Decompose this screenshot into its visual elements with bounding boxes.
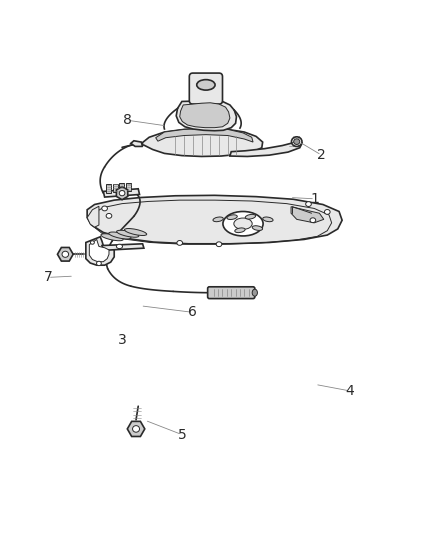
Ellipse shape — [252, 226, 263, 230]
Polygon shape — [155, 128, 253, 142]
Ellipse shape — [293, 139, 300, 144]
Bar — [127, 183, 131, 191]
Ellipse shape — [310, 218, 316, 223]
Ellipse shape — [235, 228, 245, 232]
Ellipse shape — [124, 229, 147, 236]
Polygon shape — [89, 239, 109, 262]
Ellipse shape — [101, 234, 123, 241]
Ellipse shape — [325, 209, 330, 214]
Ellipse shape — [223, 212, 263, 236]
Ellipse shape — [234, 218, 252, 229]
Ellipse shape — [117, 244, 123, 248]
Polygon shape — [141, 128, 263, 157]
Ellipse shape — [216, 242, 222, 247]
Text: 4: 4 — [346, 384, 354, 398]
Text: 7: 7 — [43, 270, 52, 285]
Polygon shape — [102, 244, 144, 251]
Text: 3: 3 — [118, 333, 127, 347]
Ellipse shape — [119, 190, 125, 196]
FancyBboxPatch shape — [189, 73, 223, 104]
Polygon shape — [87, 195, 342, 244]
Ellipse shape — [102, 206, 107, 211]
Ellipse shape — [306, 201, 311, 206]
Polygon shape — [180, 103, 230, 128]
Ellipse shape — [96, 261, 101, 265]
Polygon shape — [176, 101, 237, 131]
Ellipse shape — [177, 240, 183, 245]
Ellipse shape — [263, 217, 273, 222]
Text: 6: 6 — [188, 305, 197, 319]
Polygon shape — [103, 189, 140, 197]
Text: 1: 1 — [311, 192, 319, 206]
Polygon shape — [291, 207, 324, 223]
Ellipse shape — [106, 213, 112, 218]
Bar — [106, 184, 111, 193]
FancyBboxPatch shape — [208, 287, 255, 298]
Ellipse shape — [133, 426, 140, 432]
Polygon shape — [87, 206, 99, 227]
Ellipse shape — [213, 217, 223, 222]
Ellipse shape — [291, 137, 302, 147]
Ellipse shape — [62, 251, 69, 257]
Polygon shape — [86, 237, 114, 265]
Text: 5: 5 — [177, 427, 186, 442]
Bar — [113, 183, 118, 192]
Ellipse shape — [245, 214, 256, 219]
Text: 2: 2 — [317, 148, 326, 162]
Polygon shape — [131, 141, 143, 147]
Bar — [120, 183, 124, 192]
Ellipse shape — [227, 215, 237, 220]
Ellipse shape — [252, 289, 258, 296]
Ellipse shape — [90, 241, 94, 244]
Polygon shape — [230, 140, 302, 157]
Ellipse shape — [117, 230, 139, 237]
Ellipse shape — [197, 79, 215, 90]
Text: 8: 8 — [123, 113, 132, 127]
Ellipse shape — [109, 232, 131, 239]
